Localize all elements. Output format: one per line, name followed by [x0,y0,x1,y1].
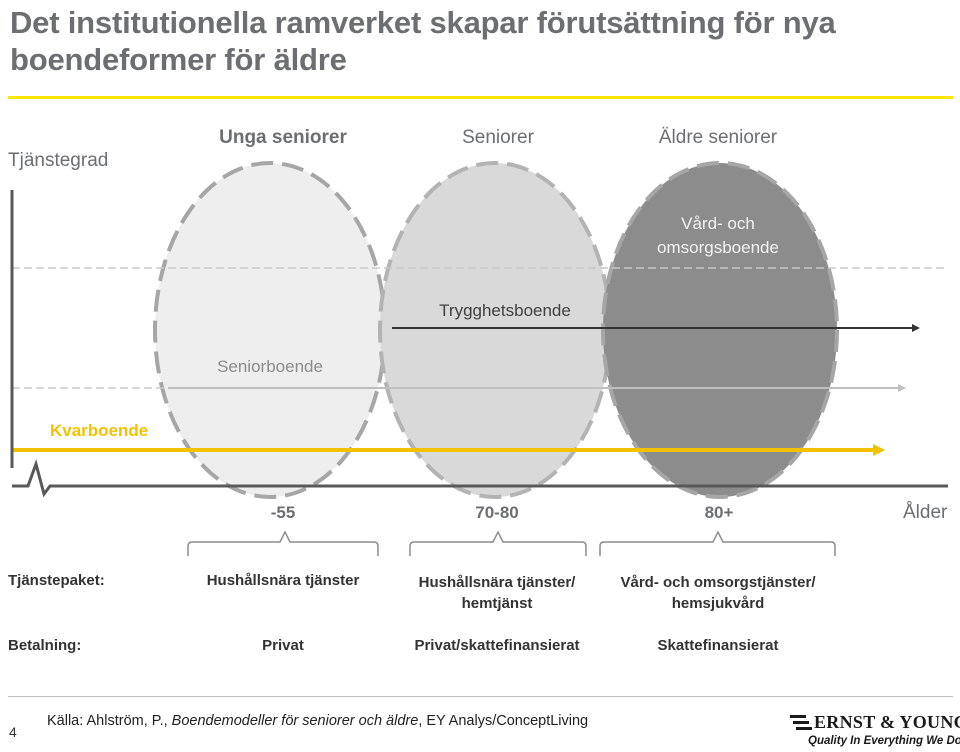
ellipse-unga-seniorer [153,161,387,499]
source-citation: Källa: Ahlström, P., Boendemodeller för … [47,713,588,729]
ellipse-seniorer [378,161,612,499]
housing-diagram [10,161,948,556]
source-suffix: , EY Analys/ConceptLiving [418,713,589,729]
logo-name: ERNST & YOUNG [814,712,960,732]
x-axis-label: Ålder [903,502,948,523]
logo-tagline: Quality In Everything We Do [808,735,960,747]
brace-unga-seniorer [187,530,379,556]
age-label-seniorer: 70-80 [475,503,519,522]
service-seniorer: Hushållsnära tjänster/ hemtjänst [418,574,576,612]
footer-divider [8,696,953,697]
payment-row-label: Betalning: [8,637,82,654]
page-number: 4 [9,724,17,740]
title-underline [8,96,953,99]
x-axis [12,459,948,498]
service-unga-seniorer: Hushållsnära tjänster [206,572,360,589]
group-header-seniorer: Seniorer [462,127,534,148]
y-axis-label: Tjänstegrad [8,150,109,171]
payment-unga-seniorer: Privat [262,637,304,654]
age-label-unga-seniorer: -55 [270,503,296,522]
age-label-aldre-seniorer: 80+ [704,503,734,522]
service-aldre-seniorer: Vård- och omsorgstjänster/ hemsjukvård [620,574,816,612]
payment-seniorer: Privat/skattefinansierat [414,637,580,654]
housing-label-senior: Seniorboende [217,357,323,376]
group-header-aldre-seniorer: Äldre seniorer [658,127,778,148]
ey-mark-icon [790,715,812,730]
brace-seniorer [409,530,587,556]
ernst-young-logo: ERNST & YOUNG Quality In Everything We D… [790,712,960,750]
housing-label-stay: Kvarboende [50,421,149,440]
service-row-label: Tjänstepaket: [8,572,105,589]
group-header-unga-seniorer: Unga seniorer [219,127,347,148]
housing-label-care: Vård- och omsorgsboende [657,214,779,257]
ellipse-aldre-seniorer [601,161,839,499]
source-title: Boendemodeller för seniorer och äldre [171,713,419,729]
housing-label-safety: Trygghetsboende [439,301,571,320]
brace-aldre-seniorer [599,530,836,556]
page-title: Det institutionella ramverket skapar för… [10,5,836,77]
source-prefix: Källa: Ahlström, P., [47,713,172,729]
payment-aldre-seniorer: Skattefinansierat [657,637,779,654]
